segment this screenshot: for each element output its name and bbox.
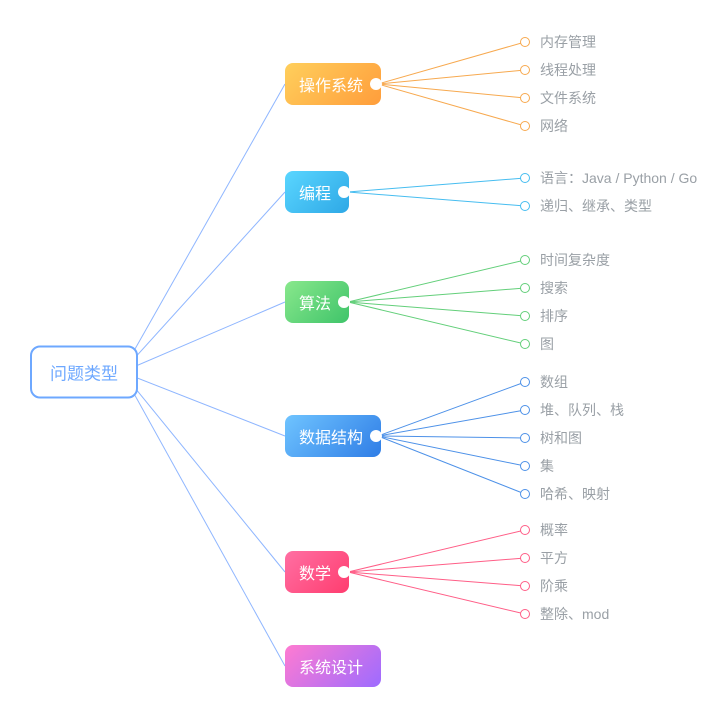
leaf-label: 时间复杂度 [540, 252, 610, 268]
leaf-label: 文件系统 [540, 90, 596, 106]
leaf-node: 内存管理 [520, 32, 596, 52]
category-label: 数据结构 [299, 430, 363, 447]
leaf-label: 堆、队列、栈 [540, 402, 624, 418]
leaf-label: 网络 [540, 118, 568, 134]
leaf-label: 树和图 [540, 430, 582, 446]
leaf-label: 搜索 [540, 280, 568, 296]
leaf-label: 阶乘 [540, 578, 568, 594]
leaf-node: 语言：Java / Python / Go [520, 168, 697, 188]
leaf-label: 数组 [540, 374, 568, 390]
leaf-dot-icon [520, 311, 530, 321]
leaf-node: 网络 [520, 116, 568, 136]
leaf-node: 数组 [520, 372, 568, 392]
leaf-dot-icon [520, 65, 530, 75]
leaf-label: 递归、继承、类型 [540, 198, 652, 214]
node-notch [338, 296, 350, 308]
leaf-label: 集 [540, 458, 554, 474]
leaf-dot-icon [520, 525, 530, 535]
leaf-node: 图 [520, 334, 554, 354]
category-node-prog: 编程 [285, 171, 349, 213]
category-label: 系统设计 [299, 660, 363, 677]
node-notch [370, 430, 382, 442]
root-label: 问题类型 [50, 365, 118, 384]
leaf-dot-icon [520, 553, 530, 563]
leaf-node: 哈希、映射 [520, 484, 610, 504]
leaf-dot-icon [520, 283, 530, 293]
node-notch [338, 566, 350, 578]
category-label: 编程 [299, 186, 331, 203]
leaf-label: 语言：Java / Python / Go [540, 170, 697, 186]
leaf-node: 平方 [520, 548, 568, 568]
leaf-node: 阶乘 [520, 576, 568, 596]
root-node: 问题类型 [30, 346, 138, 399]
leaf-node: 排序 [520, 306, 568, 326]
leaf-label: 排序 [540, 308, 568, 324]
leaf-dot-icon [520, 37, 530, 47]
category-node-os: 操作系统 [285, 63, 381, 105]
leaf-dot-icon [520, 461, 530, 471]
leaf-label: 线程处理 [540, 62, 596, 78]
leaf-label: 内存管理 [540, 34, 596, 50]
leaf-node: 树和图 [520, 428, 582, 448]
leaf-node: 整除、mod [520, 604, 609, 624]
category-label: 数学 [299, 566, 331, 583]
category-node-ds: 数据结构 [285, 415, 381, 457]
leaf-dot-icon [520, 609, 530, 619]
leaf-dot-icon [520, 405, 530, 415]
leaf-dot-icon [520, 201, 530, 211]
leaf-label: 哈希、映射 [540, 486, 610, 502]
leaf-label: 整除、mod [540, 606, 609, 622]
category-label: 操作系统 [299, 78, 363, 95]
leaf-node: 搜索 [520, 278, 568, 298]
mindmap-canvas: 问题类型 操作系统 内存管理线程处理文件系统网络编程 语言：Java / Pytho… [0, 0, 720, 717]
leaf-node: 集 [520, 456, 554, 476]
node-notch [338, 186, 350, 198]
leaf-dot-icon [520, 173, 530, 183]
leaf-node: 堆、队列、栈 [520, 400, 624, 420]
leaf-dot-icon [520, 339, 530, 349]
leaf-dot-icon [520, 93, 530, 103]
category-node-algo: 算法 [285, 281, 349, 323]
leaf-label: 平方 [540, 550, 568, 566]
leaf-label: 概率 [540, 522, 568, 538]
leaf-dot-icon [520, 433, 530, 443]
leaf-node: 时间复杂度 [520, 250, 610, 270]
leaf-node: 递归、继承、类型 [520, 196, 652, 216]
leaf-node: 文件系统 [520, 88, 596, 108]
leaf-node: 线程处理 [520, 60, 596, 80]
leaf-dot-icon [520, 581, 530, 591]
category-node-math: 数学 [285, 551, 349, 593]
leaf-node: 概率 [520, 520, 568, 540]
leaf-dot-icon [520, 121, 530, 131]
leaf-dot-icon [520, 489, 530, 499]
node-notch [370, 78, 382, 90]
category-node-sys: 系统设计 [285, 645, 381, 687]
category-label: 算法 [299, 296, 331, 313]
leaf-dot-icon [520, 377, 530, 387]
leaf-dot-icon [520, 255, 530, 265]
leaf-label: 图 [540, 336, 554, 352]
